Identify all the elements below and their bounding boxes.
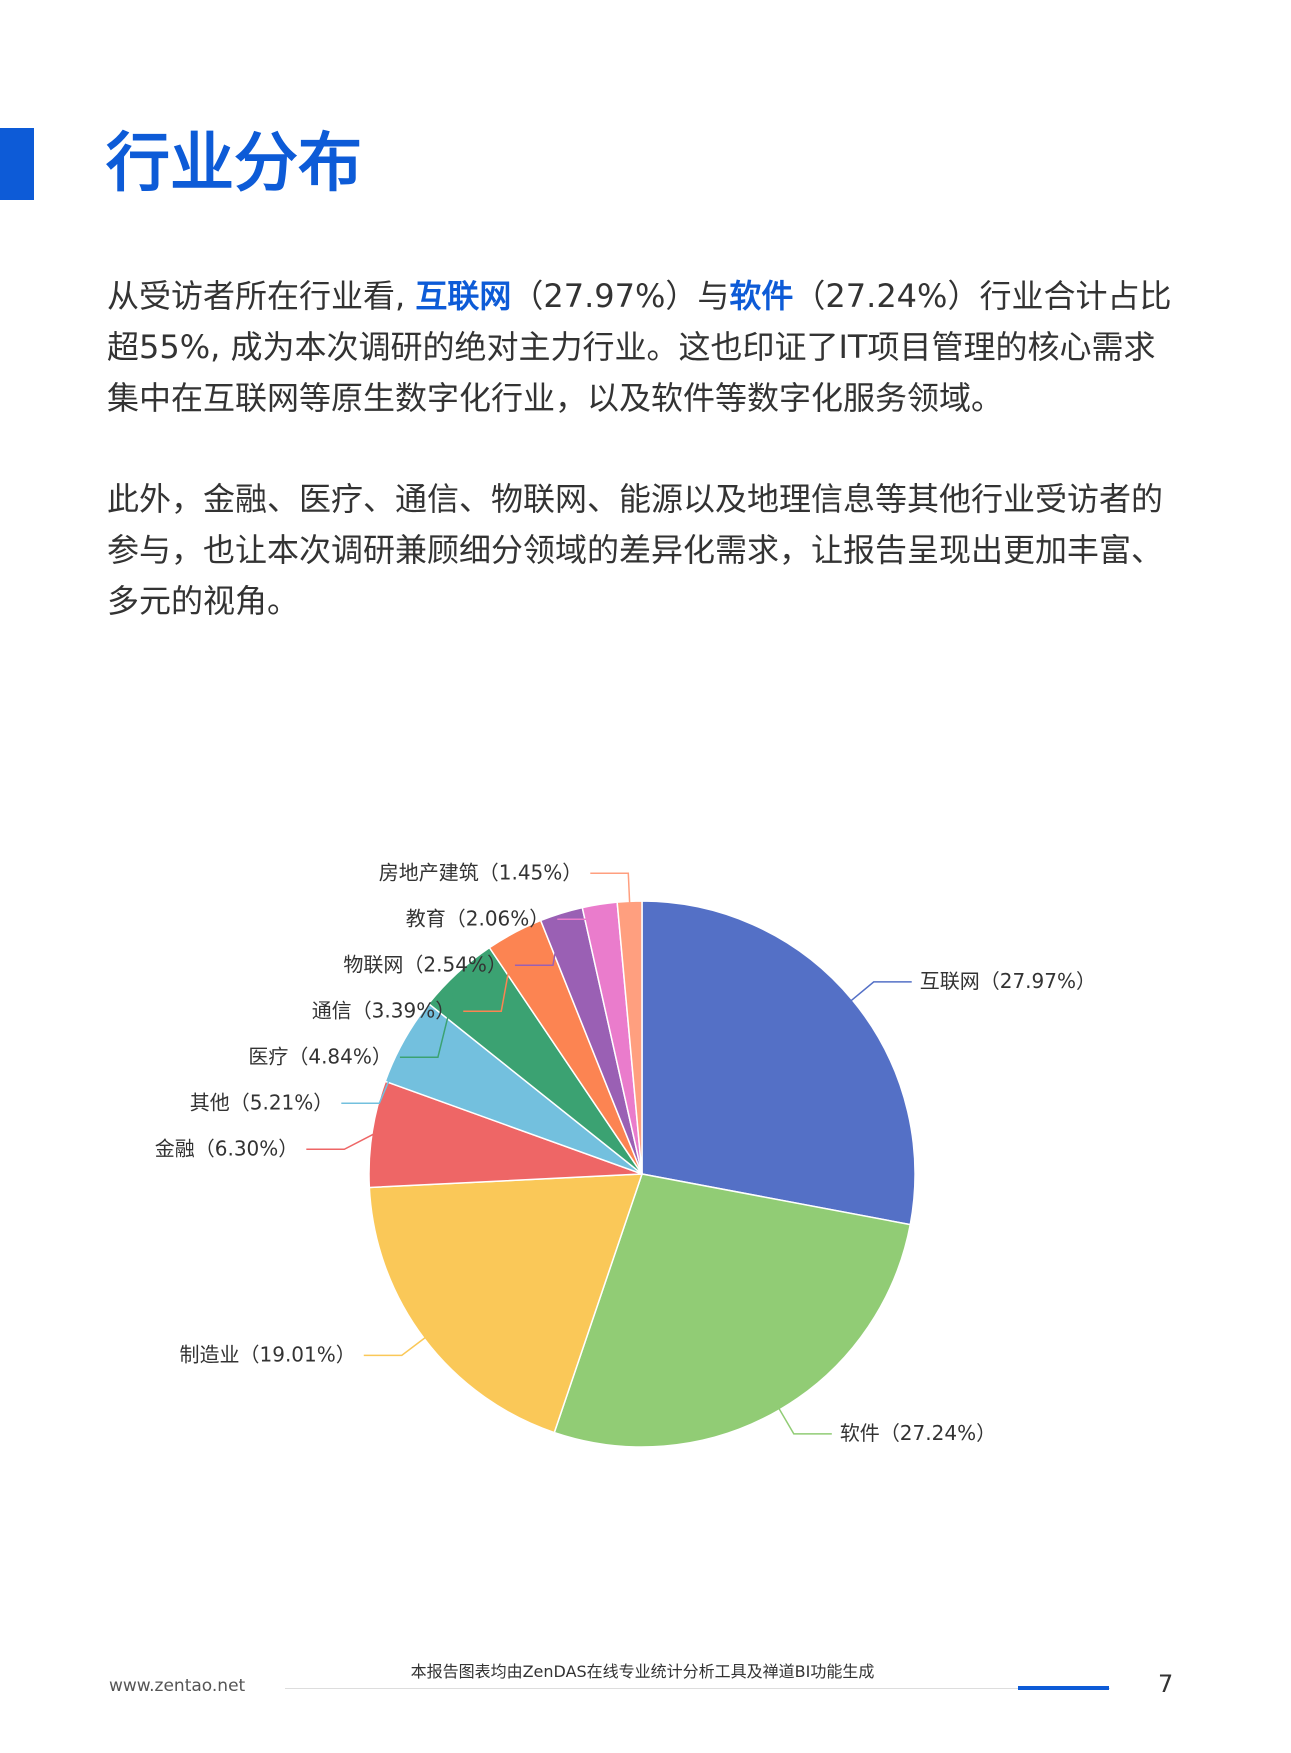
leader-line — [590, 872, 631, 904]
leader-line — [399, 974, 459, 1059]
leader-line — [557, 906, 601, 921]
slice-label: 制造业（19.01%） — [180, 1342, 356, 1366]
page-number: 7 — [1158, 1670, 1174, 1698]
category-label: 房地产建筑 — [379, 860, 479, 884]
leader-line — [363, 1336, 427, 1357]
category-label: 制造业 — [180, 1342, 240, 1366]
category-label: 软件 — [840, 1420, 880, 1444]
category-label: 医疗 — [248, 1044, 288, 1068]
value-label: （2.06%） — [446, 906, 550, 930]
slice-label: 金融（6.30%） — [155, 1136, 299, 1160]
slice-label: 互联网（27.97%） — [920, 968, 1096, 992]
category-label: 互联网 — [920, 968, 980, 992]
title-bar — [0, 128, 34, 200]
slice-label: 通信（3.39%） — [312, 998, 456, 1022]
slice-label: 医疗（4.84%） — [248, 1044, 392, 1068]
paragraph: 从受访者所在行业看, 互联网（27.97%）与软件（27.24%）行业合计占比超… — [107, 271, 1182, 424]
highlight: 软件 — [729, 277, 794, 315]
text: （27.24%）行业合计占比超55%, 成为本次调研的绝对主力行业。这也印证了I… — [107, 277, 1172, 417]
leader-line — [306, 1133, 375, 1151]
value-label: （3.39%） — [352, 998, 456, 1022]
value-label: （5.21%） — [230, 1090, 334, 1114]
text: （27.97%）与 — [511, 277, 730, 315]
category-label: 通信 — [312, 998, 352, 1022]
value-label: （27.24%） — [880, 1420, 996, 1444]
highlight: 互联网 — [415, 277, 512, 315]
category-label: 金融 — [155, 1136, 195, 1160]
leader-line — [514, 914, 563, 967]
text: 此外，金融、医疗、通信、物联网、能源以及地理信息等其他行业受访者的参与，也让本次… — [107, 480, 1164, 620]
footer-site: www.zentao.net — [109, 1676, 246, 1696]
value-label: （2.54%） — [403, 952, 507, 976]
leader-line — [341, 1041, 407, 1105]
leader-line — [778, 1407, 832, 1435]
footer-rule — [285, 1688, 1110, 1689]
category-label: 物联网 — [343, 952, 403, 976]
footer-accent — [1018, 1686, 1109, 1690]
leader-line — [850, 981, 912, 1002]
pie-chart: 互联网（27.97%） 软件（27.24%） 制造业（19.01%） 金融（6.30%… — [155, 860, 1096, 1448]
slice-label: 房地产建筑（1.45%） — [379, 860, 583, 884]
slice-label: 软件（27.24%） — [840, 1420, 996, 1444]
leader-line — [463, 934, 517, 1013]
paragraph: 此外，金融、医疗、通信、物联网、能源以及地理信息等其他行业受访者的参与，也让本次… — [107, 474, 1182, 627]
footer-note: 本报告图表均由ZenDAS在线专业统计分析工具及禅道BI功能生成 — [410, 1662, 875, 1681]
value-label: （1.45%） — [479, 860, 583, 884]
slice-label: 物联网（2.54%） — [343, 952, 507, 976]
value-label: （27.97%） — [980, 968, 1096, 992]
pie-slice — [641, 900, 916, 1226]
value-label: （19.01%） — [240, 1342, 356, 1366]
category-label: 教育 — [406, 906, 446, 930]
slice-label: 其他（5.21%） — [190, 1090, 334, 1114]
text: 从受访者所在行业看, — [107, 277, 416, 315]
title: 行业分布 — [106, 127, 362, 201]
slice-label: 教育（2.06%） — [406, 906, 550, 930]
value-label: （4.84%） — [288, 1044, 392, 1068]
category-label: 其他 — [190, 1090, 230, 1114]
value-label: （6.30%） — [195, 1136, 299, 1160]
